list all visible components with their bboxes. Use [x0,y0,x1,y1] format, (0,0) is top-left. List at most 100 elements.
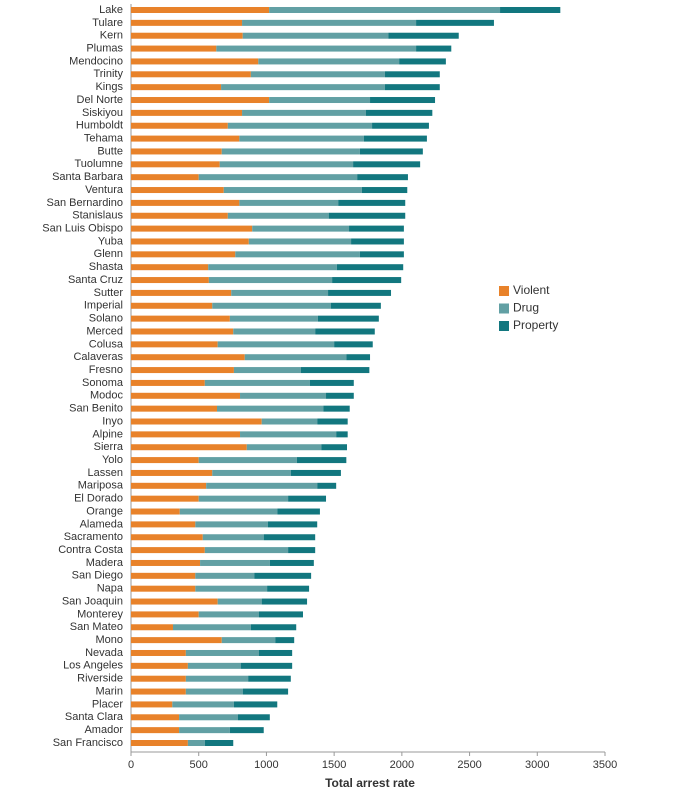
bar-segment [131,19,243,26]
bar-segment [131,534,203,541]
legend-label: Violent [513,283,550,297]
y-tick-label: Fresno [89,364,123,376]
bar-segment [131,238,249,245]
bar-segment [131,225,253,232]
bar-segment [416,45,452,52]
bar-segment [131,289,232,296]
bar-segment [131,611,199,618]
y-tick-label: Santa Barbara [52,171,124,183]
y-tick-label: Sacramento [64,531,123,543]
bar-segment [275,637,295,644]
bar-segment [231,289,329,296]
bar-segment [200,559,270,566]
bar-segment [370,97,436,104]
bar-segment [296,457,347,464]
bar-segment [131,585,196,592]
y-tick-label: Yuba [98,235,124,247]
bar-segment [131,508,180,515]
bar-segment [131,97,270,104]
bar-segment [258,58,400,65]
bar-segment [250,624,297,631]
bar-segment [131,637,222,644]
y-tick-label: Tulare [92,17,123,29]
y-tick-label: Modoc [90,390,124,402]
bar-segment [131,71,251,78]
bar-segment [336,264,404,271]
bar-segment [326,392,354,399]
bar-segment [500,7,561,13]
bar-segment [269,97,371,104]
bar-segment [204,740,234,746]
y-tick-label: San Benito [69,403,123,415]
y-tick-label: Mono [95,634,123,646]
bar-segment [179,727,230,734]
bar-segment [221,637,276,644]
bar-segment [195,572,255,579]
bar-segment [263,534,316,541]
bar-segment [328,289,392,296]
y-tick-label: Alameda [80,518,124,530]
bar-segment [131,688,186,695]
y-tick-label: San Francisco [53,737,123,749]
y-tick-label: Lake [99,4,123,16]
bar-segment [204,379,310,386]
bar-segment [131,148,222,155]
bar-segment [131,135,240,142]
bar-segment [323,405,350,412]
bar-segment [349,225,404,232]
bar-segment [244,354,347,361]
bar-segment [131,7,270,13]
bar-segment [216,45,417,52]
bar-segment [233,328,316,335]
x-tick-label: 1500 [322,759,346,771]
y-tick-label: Merced [86,325,123,337]
bar-segment [242,32,389,39]
y-tick-label: Placer [92,698,124,710]
y-tick-label: Butte [97,145,123,157]
bar-segment [131,277,209,284]
bar-segment [179,508,278,515]
bar-segment [221,148,360,155]
bar-segment [131,354,245,361]
bar-segment [198,174,358,181]
bar-segment [242,19,417,26]
bar-segment [131,469,213,476]
bar-segment [198,611,259,618]
bar-segment [309,379,354,386]
bar-segment [223,187,362,194]
bar-segment [212,302,331,309]
bar-segment [237,714,270,721]
bar-segment [227,122,373,129]
bar-segment [179,714,238,721]
bar-segment [198,495,289,502]
y-tick-label: Solano [89,313,123,325]
y-tick-label: Siskiyou [82,107,123,119]
bar-segment [131,714,180,721]
y-tick-label: Inyo [102,415,123,427]
bar-segment [187,662,241,669]
bar-segment [185,675,249,682]
bar-segment [240,392,327,399]
bar-segment [195,585,268,592]
bar-segment [131,649,186,656]
bar-segment [172,624,251,631]
bar-segment [131,174,199,181]
bar-segment [131,521,196,528]
bar-segment [359,251,404,258]
bar-segment [254,572,312,579]
y-tick-label: San Joaquin [62,595,123,607]
bar-segment [198,457,297,464]
bar-segment [269,559,314,566]
bar-segment [246,444,322,451]
bar-segment [131,444,247,451]
bar-segment [351,238,404,245]
bar-segment [384,84,440,91]
x-axis-label: Total arrest rate [325,776,415,790]
bar-segment [353,161,421,168]
bar-segment [332,277,402,284]
bar-segment [131,367,234,374]
y-tick-label: Los Angeles [63,660,123,672]
y-tick-label: Ventura [85,184,124,196]
bar-segment [240,662,293,669]
